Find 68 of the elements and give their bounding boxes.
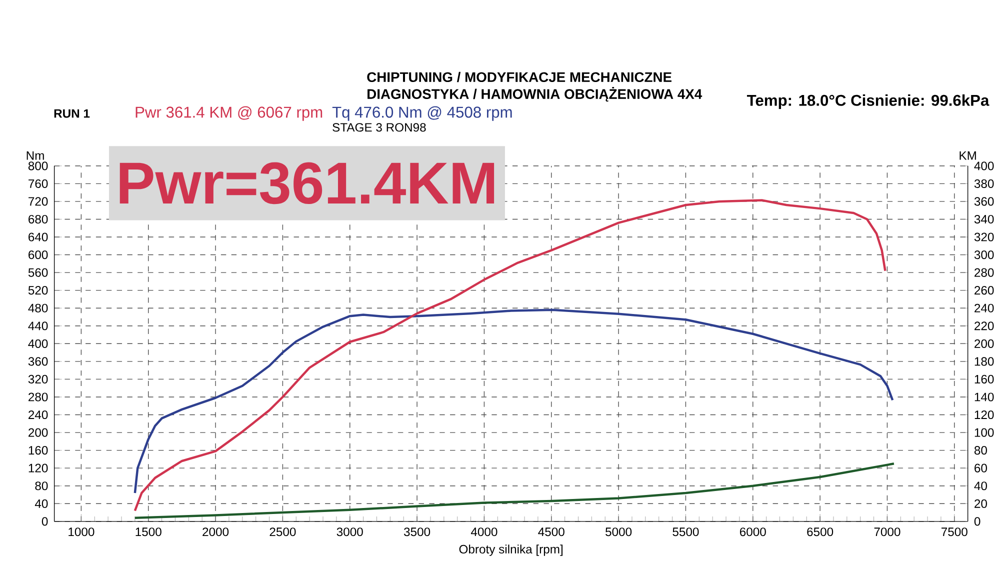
y-tick-label: 360: [28, 357, 48, 366]
y-tick-label: 120: [28, 464, 48, 472]
y2-tick-label: 400: [974, 162, 994, 170]
y-tick-label: 80: [35, 482, 48, 490]
y-tick-label: 400: [28, 339, 48, 348]
y-tick-label: 640: [28, 232, 48, 242]
text: Temp: 18.0°C Cisnienie: 99.6kPa: [746, 94, 990, 110]
y2-tick-label: 160: [974, 375, 994, 384]
y2-tick-label: 220: [974, 322, 994, 330]
y-tick-label: 240: [28, 410, 48, 420]
y-tick-label: 720: [28, 197, 48, 206]
text: CHIPTUNING / MODYFIKACJE MECHANICZNE: [367, 72, 672, 82]
y2-tick-label: 260: [974, 286, 994, 295]
y-tick-label: 320: [28, 375, 48, 384]
text: Pwr 361.4 KM @ 6067 rpm: [136, 106, 322, 121]
y2-tick-label: 0: [974, 517, 980, 526]
x-axis-title: Obroty silnika [rpm]: [459, 544, 563, 556]
x-tick-label: 1000: [68, 528, 94, 536]
y2-tick-label: 360: [974, 197, 994, 206]
y2-tick-label: 120: [974, 410, 994, 420]
y-axis-title: Nm: [26, 152, 44, 160]
y-tick-label: 200: [28, 428, 48, 437]
y2-tick-label: 40: [974, 482, 987, 490]
y-tick-label: 40: [34, 499, 48, 508]
x-tick-label: 2500: [270, 528, 296, 536]
x-tick-label: 4000: [470, 528, 498, 536]
y2-tick-label: 380: [974, 179, 994, 188]
y2-tick-label: 320: [974, 232, 994, 242]
text: RUN 1: [54, 109, 90, 118]
y-tick-label: 480: [28, 304, 48, 312]
y2-tick-label: 80: [974, 446, 987, 455]
y-tick-label: 440: [28, 322, 48, 330]
x-tick-label: 7500: [942, 528, 968, 536]
y2-tick-label: 340: [974, 215, 994, 224]
y-tick-label: 520: [28, 286, 48, 295]
x-tick-label: 5500: [672, 528, 699, 536]
x-tick-label: 1500: [136, 528, 162, 536]
annotation: Pwr=361.4KM: [120, 162, 494, 204]
y-tick-label: 280: [28, 392, 48, 402]
y-tick-label: 800: [28, 162, 48, 170]
y-tick-label: 600: [28, 250, 48, 260]
y2-tick-label: 60: [974, 464, 987, 472]
y2-tick-label: 100: [974, 428, 994, 437]
x-tick-label: 6500: [807, 528, 834, 536]
y2-tick-label: 140: [974, 392, 994, 402]
y2-tick-label: 240: [974, 304, 994, 312]
text: DIAGNOSTYKA / HAMOWNIA OBCIĄŻENIOWA 4X4: [368, 87, 702, 102]
x-tick-label: 4500: [538, 528, 564, 536]
y2-axis-title: KM: [960, 152, 976, 160]
y-tick-label: 0: [42, 517, 48, 526]
y-tick-label: 160: [28, 446, 48, 455]
y-tick-label: 560: [28, 268, 48, 277]
y-tick-label: 760: [28, 179, 48, 188]
line-series: [134, 308, 894, 494]
text: STAGE 3 RON98: [332, 123, 426, 132]
y2-tick-label: 180: [974, 357, 994, 366]
y2-tick-label: 200: [974, 339, 994, 348]
y2-tick-label: 280: [974, 268, 994, 277]
y-tick-label: 680: [28, 215, 48, 224]
y2-tick-label: 300: [974, 250, 994, 260]
y2-tick-label: 20: [974, 499, 987, 508]
x-tick-label: 2000: [202, 528, 229, 536]
text: Tq 476.0 Nm @ 4508 rpm: [332, 106, 512, 121]
x-tick-label: 3000: [336, 528, 363, 536]
x-tick-label: 6000: [740, 528, 766, 536]
x-tick-label: 5000: [606, 528, 632, 536]
x-tick-label: 7000: [874, 528, 900, 536]
x-tick-label: 3500: [404, 528, 430, 536]
